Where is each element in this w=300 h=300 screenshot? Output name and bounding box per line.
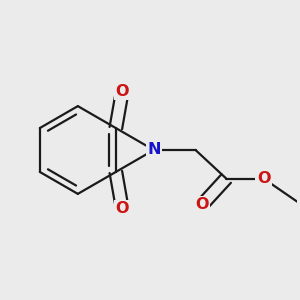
- Text: O: O: [195, 197, 209, 212]
- Text: O: O: [116, 201, 129, 216]
- Text: O: O: [257, 171, 270, 186]
- Text: O: O: [116, 84, 129, 99]
- Text: N: N: [147, 142, 160, 158]
